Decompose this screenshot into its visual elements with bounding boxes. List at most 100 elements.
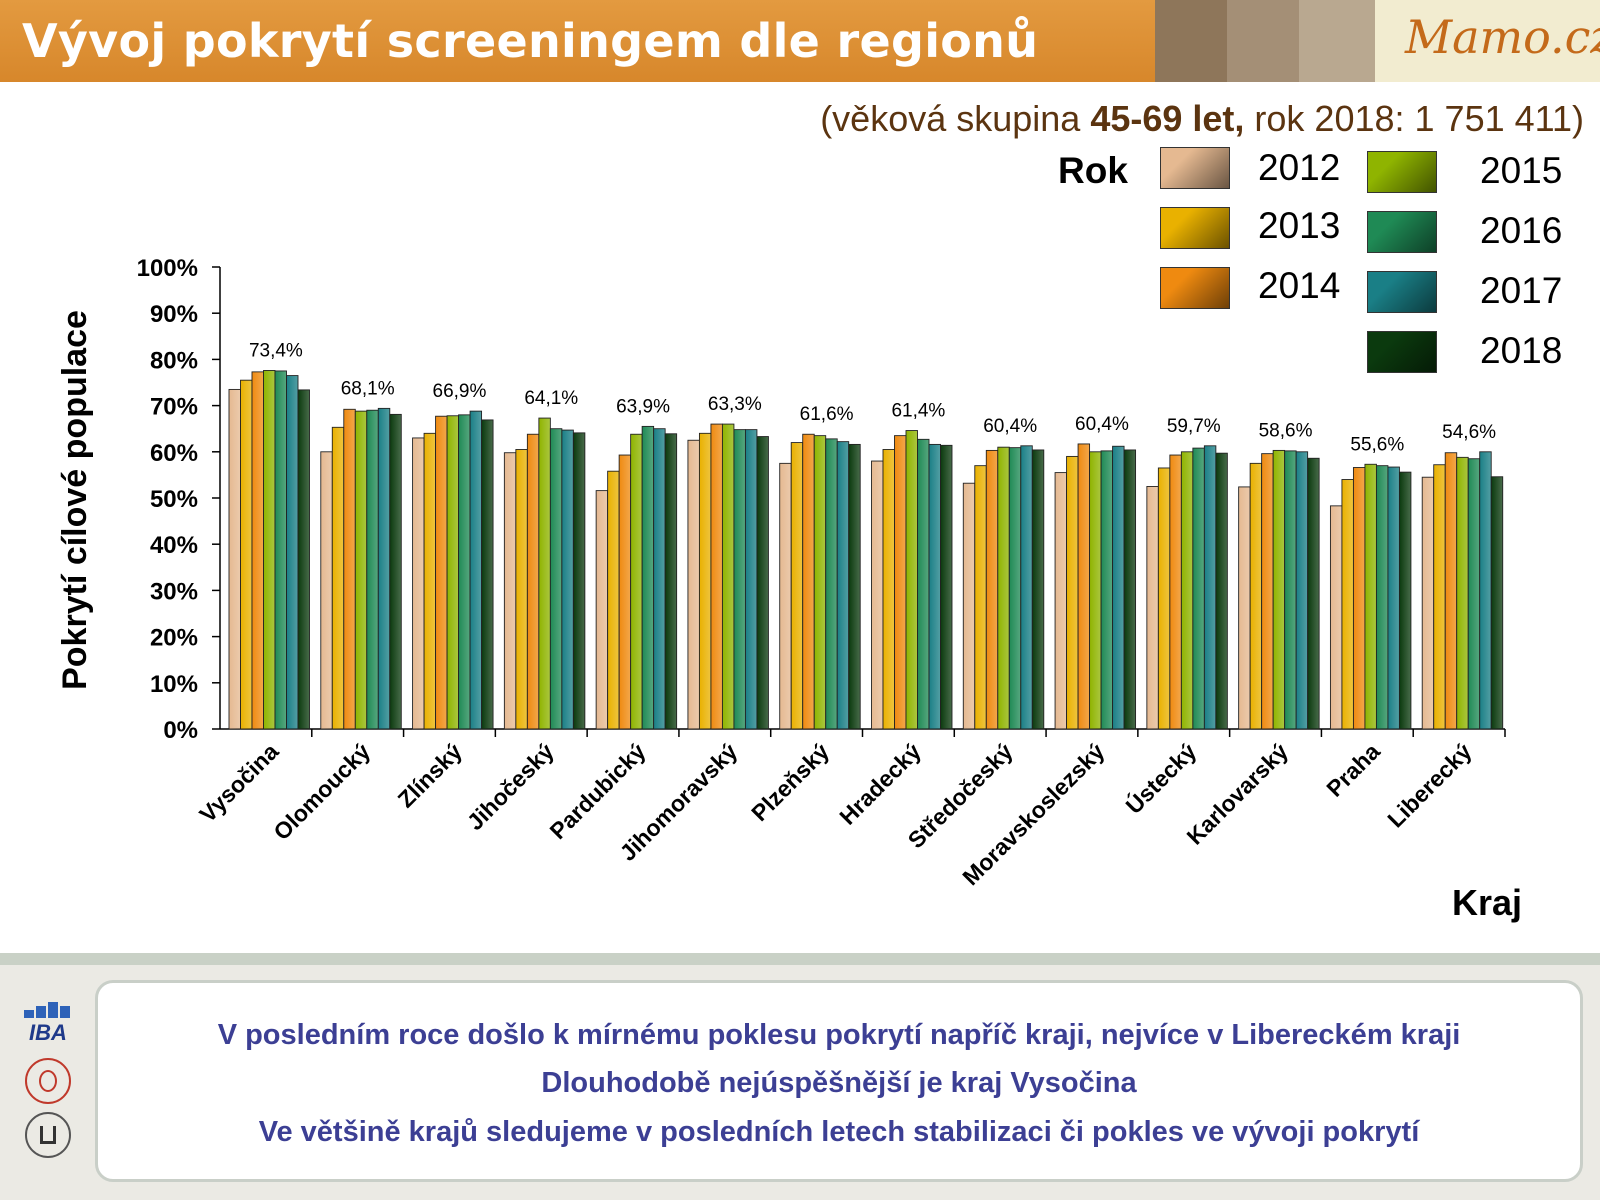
data-label: 63,9% [616,396,670,417]
bar-2013 [882,449,895,730]
summary-line-2: Dlouhodobě nejúspěšnější je kraj Vysočin… [541,1067,1137,1099]
bar-2015 [538,417,551,730]
x-tick-label: Zlínský [393,738,468,813]
bar-2015 [997,446,1010,730]
bar-2014 [1444,452,1458,730]
bar-2016 [1192,447,1205,730]
page-title: Vývoj pokrytí screeningem dle regionů [22,14,1039,68]
bar-2015 [1180,451,1194,730]
data-label: 68,1% [341,378,395,399]
bar-2016 [274,370,287,730]
data-label: 73,4% [249,340,303,361]
bar-2017 [1112,445,1125,730]
legend-title: Rok [1058,150,1128,191]
bar-2018 [1215,452,1228,730]
data-label: 59,7% [1167,416,1221,437]
bar-2016 [733,429,746,730]
bar-2015 [1089,451,1102,730]
bar-2015 [354,410,368,730]
bar-2014 [1352,467,1366,730]
bar-2014 [618,454,632,730]
bar-2014 [802,433,815,730]
data-label: 58,6% [1259,420,1313,441]
x-axis-label: Kraj [1452,882,1522,923]
bar-2013 [1433,464,1446,730]
iba-logo-text: IBA [29,1020,67,1045]
bar-2012 [228,388,241,730]
bar-2012 [1329,505,1343,730]
bar-2014 [894,435,907,730]
bar-2017 [1295,451,1309,730]
bar-2013 [790,442,804,730]
bar-2013 [607,470,620,730]
bar-2018 [481,419,494,730]
bar-2018 [389,413,402,730]
x-tick-label: Plzeňský [746,738,834,826]
x-tick-label: Vysočina [194,738,283,827]
bar-2013 [331,426,345,730]
iba-logo-bars [24,1002,72,1018]
y-tick-label: 10% [150,671,198,698]
header-tile-3 [1299,0,1375,82]
bar-2013 [423,432,437,730]
bar-2017 [561,429,574,730]
bar-2017 [1479,451,1492,730]
mamo-logo-text: Mamo.cz [1405,10,1600,64]
bar-2017 [744,429,758,730]
legend-label-2014: 2014 [1258,265,1341,306]
bar-2013 [1249,462,1263,730]
bar-2014 [343,408,356,730]
x-tick-label: Hradecký [834,738,926,830]
bar-2014 [435,415,448,730]
bar-2013 [1066,455,1079,730]
bar-2012 [871,460,884,730]
y-tick-label: 40% [150,532,198,559]
bar-2018 [572,432,586,730]
bar-2013 [974,465,987,730]
bar-2017 [653,428,666,730]
bar-2018 [940,444,953,730]
y-tick-label: 0% [163,717,198,744]
y-tick-label: 30% [150,578,198,605]
bar-2017 [836,441,850,730]
bar-2017 [928,443,941,730]
bar-2017 [286,375,299,730]
bar-2018 [1123,449,1137,730]
bar-2016 [641,425,655,730]
bar-2012 [1421,476,1435,730]
bar-2016 [1008,447,1022,730]
bar-2016 [1284,450,1297,730]
bar-2013 [1157,467,1171,730]
bar-2012 [779,462,792,730]
bar-chart: 0% 10% 20% 30% 40% 50% 60% 70% 80% 90% 100% Pokrytí… [56,255,1522,923]
bar-2014 [1261,453,1274,730]
legend-swatch-2014 [1160,267,1230,309]
bar-2018 [1490,476,1504,730]
legend-swatch-2015 [1367,151,1437,193]
bar-2013 [515,449,528,730]
bar-2015 [1364,463,1377,730]
bar-2016 [1467,458,1481,730]
bar-2015 [446,415,460,730]
data-label: 66,9% [433,381,487,402]
x-tick-label: Jihočeský [462,738,559,835]
bar-2012 [1146,486,1159,730]
bar-2016 [1375,465,1389,730]
y-tick-label: 20% [150,625,198,652]
legend-label-2012: 2012 [1258,147,1341,188]
bar-2012 [962,482,976,730]
data-label: 60,4% [1075,414,1129,435]
legend-label-2013: 2013 [1258,205,1341,246]
bar-2016 [917,438,930,730]
bar-2015 [1456,456,1469,730]
y-axis-label: Pokrytí cílové populace [56,310,94,690]
data-label: 63,3% [708,394,762,415]
bar-2014 [985,449,999,730]
bar-2018 [297,389,310,730]
bar-2017 [1203,445,1217,730]
data-label: 55,6% [1350,434,1404,455]
data-label: 54,6% [1442,422,1496,443]
y-tick-label: 80% [150,347,198,374]
bar-2012 [687,439,700,730]
y-tick-label: 70% [150,394,198,421]
